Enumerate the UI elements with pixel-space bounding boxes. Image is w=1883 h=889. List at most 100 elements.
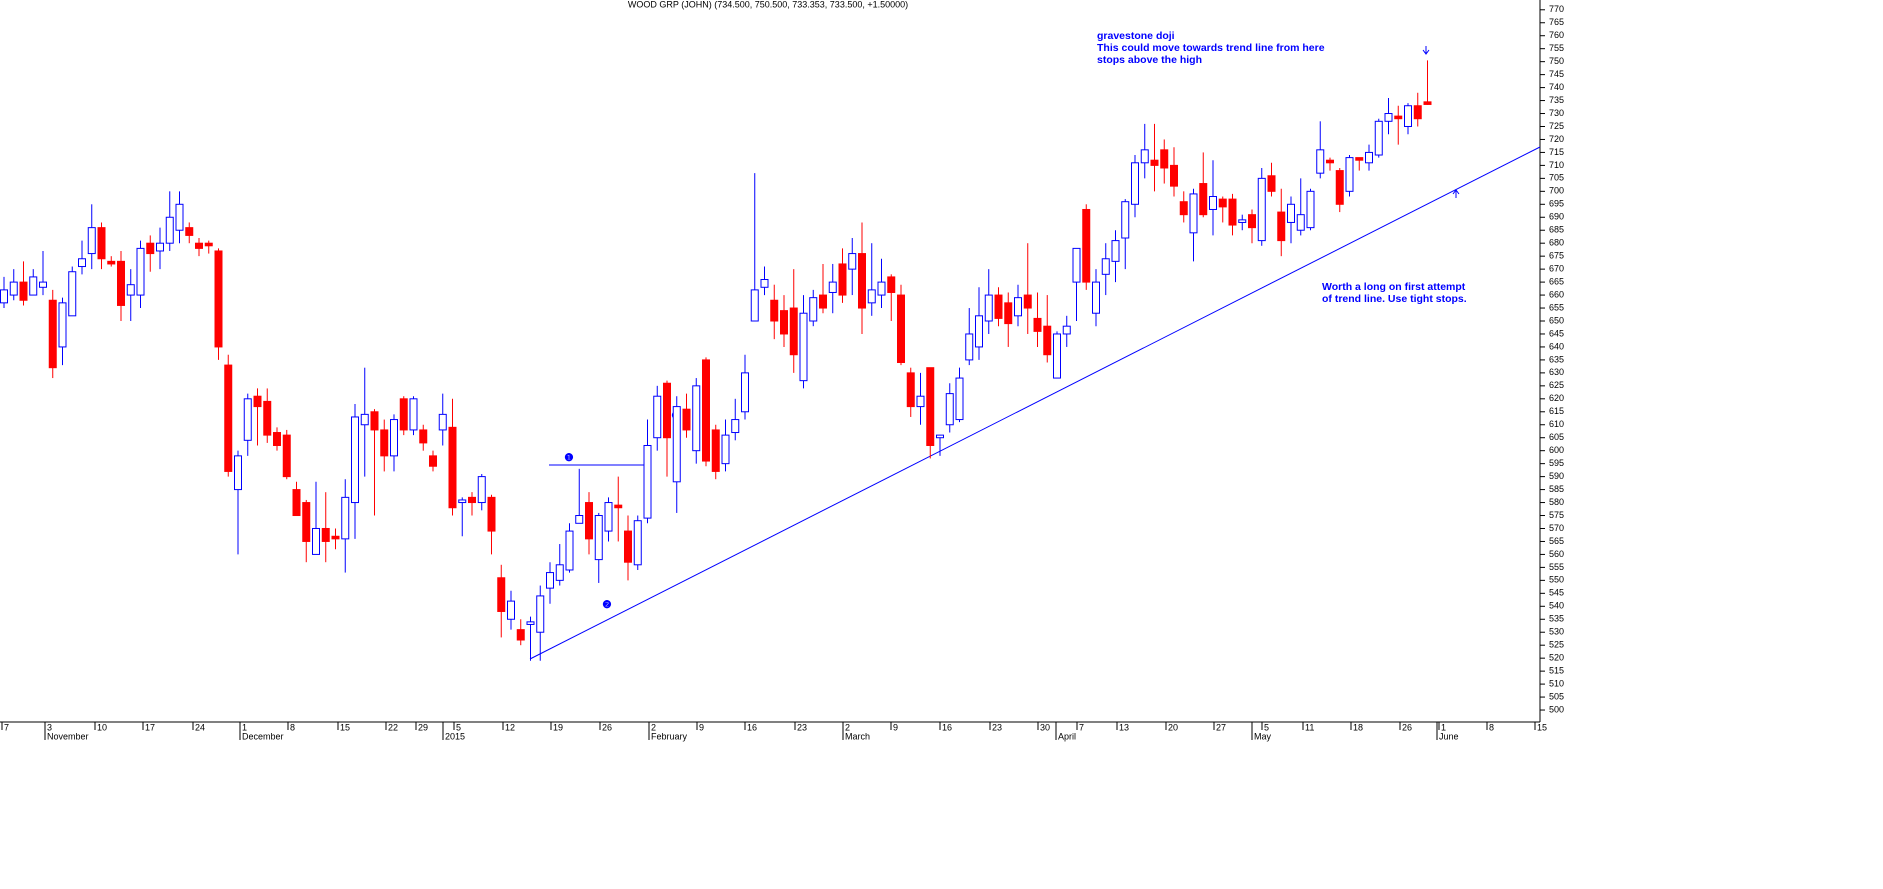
candle-body xyxy=(692,385,701,452)
candle-body xyxy=(1140,149,1149,164)
candle-body xyxy=(955,377,964,421)
candle-body xyxy=(1374,120,1383,156)
candle-body xyxy=(1209,196,1217,210)
y-tick-label: 510 xyxy=(1549,678,1564,688)
x-tick-label: 3 xyxy=(47,722,52,732)
candle-body xyxy=(1014,297,1022,317)
y-tick-label: 765 xyxy=(1549,17,1564,27)
candle-body xyxy=(1384,113,1393,122)
candle-body xyxy=(175,203,184,231)
y-tick-label: 630 xyxy=(1549,367,1564,377)
candle-body xyxy=(1228,198,1237,226)
x-tick-label: 5 xyxy=(456,722,461,732)
x-tick-label: 26 xyxy=(1402,722,1412,732)
marker: ❷ xyxy=(602,599,612,611)
x-tick-label: 2 xyxy=(651,722,656,732)
x-tick-label: 13 xyxy=(1119,722,1129,732)
annotation: Worth a long on first attempt xyxy=(1322,281,1466,293)
x-tick-label: 2 xyxy=(845,722,850,732)
y-tick-label: 760 xyxy=(1549,30,1564,40)
candle-body xyxy=(448,426,457,509)
y-tick-label: 755 xyxy=(1549,43,1564,53)
candle-body xyxy=(887,276,896,293)
month-label: February xyxy=(651,731,688,741)
candle-body xyxy=(838,263,847,296)
candle-body xyxy=(809,297,818,322)
x-tick-label: 9 xyxy=(893,722,898,732)
candle-body xyxy=(906,372,915,408)
y-tick-label: 515 xyxy=(1549,666,1564,676)
x-tick-label: 11 xyxy=(1305,722,1314,732)
candle-body xyxy=(1170,164,1178,187)
candle-body xyxy=(994,294,1003,319)
candle-body xyxy=(1257,177,1266,242)
candle-body xyxy=(282,434,291,478)
candle-body xyxy=(58,302,67,348)
x-tick-label: 1 xyxy=(1441,722,1446,732)
candle-body xyxy=(390,419,398,457)
y-tick-label: 635 xyxy=(1549,354,1564,364)
y-tick-label: 715 xyxy=(1549,147,1564,157)
candle-body xyxy=(97,227,106,260)
candle-body xyxy=(867,289,876,304)
y-tick-label: 570 xyxy=(1549,523,1564,533)
annotation: gravestone doji xyxy=(1097,30,1175,42)
candle-body xyxy=(819,294,827,309)
annotation: stops above the high xyxy=(1097,54,1202,66)
x-tick-label: 7 xyxy=(4,722,9,732)
x-tick-label: 30 xyxy=(1040,722,1050,732)
x-tick-label: 23 xyxy=(992,722,1002,732)
candle-body xyxy=(575,515,584,524)
candle-body xyxy=(419,429,428,444)
y-tick-label: 655 xyxy=(1549,302,1564,312)
candle-body xyxy=(1092,281,1100,314)
candle-body xyxy=(1150,159,1159,166)
candle-body xyxy=(624,530,632,563)
x-tick-label: 9 xyxy=(699,722,704,732)
candle-body xyxy=(263,400,272,436)
candle-body xyxy=(741,372,749,413)
candle-body xyxy=(1033,317,1042,332)
candle-body xyxy=(633,520,642,566)
candle-body xyxy=(87,227,96,255)
candle-body xyxy=(117,260,125,306)
x-tick-label: 16 xyxy=(942,722,952,732)
month-label: April xyxy=(1058,731,1076,741)
x-tick-label: 29 xyxy=(418,722,428,732)
candle-body xyxy=(546,572,554,589)
candle-body xyxy=(243,398,252,441)
candle-body xyxy=(536,595,545,633)
month-label: May xyxy=(1254,731,1272,741)
candle-body xyxy=(1043,325,1052,356)
candle-body xyxy=(1062,325,1071,335)
arrow-up xyxy=(1452,189,1460,198)
candle-body xyxy=(1335,170,1344,205)
y-tick-label: 550 xyxy=(1549,575,1564,585)
y-tick-label: 645 xyxy=(1549,328,1564,338)
candle-body xyxy=(399,398,408,431)
candle-body xyxy=(214,250,223,348)
candle-body xyxy=(370,411,379,431)
candle-body xyxy=(926,367,935,446)
candle-body xyxy=(1072,247,1081,283)
y-tick-label: 660 xyxy=(1549,289,1564,299)
x-tick-label: 8 xyxy=(290,722,295,732)
candle-body xyxy=(1101,258,1110,275)
candle-body xyxy=(984,294,993,322)
candle-body xyxy=(1413,105,1422,120)
candle-body xyxy=(68,271,77,317)
y-tick-label: 700 xyxy=(1549,186,1564,196)
y-tick-label: 520 xyxy=(1549,653,1564,663)
candle-body xyxy=(799,312,808,382)
candle-body xyxy=(1365,151,1373,164)
candle-body xyxy=(789,307,798,356)
candle-body xyxy=(1189,193,1198,234)
candle-body xyxy=(224,364,233,472)
candle-body xyxy=(185,227,194,236)
x-tick-label: 23 xyxy=(797,722,807,732)
y-tick-label: 620 xyxy=(1549,393,1564,403)
y-tick-label: 580 xyxy=(1549,497,1564,507)
y-tick-label: 690 xyxy=(1549,212,1564,222)
y-tick-label: 675 xyxy=(1549,251,1564,261)
y-tick-label: 585 xyxy=(1549,484,1564,494)
